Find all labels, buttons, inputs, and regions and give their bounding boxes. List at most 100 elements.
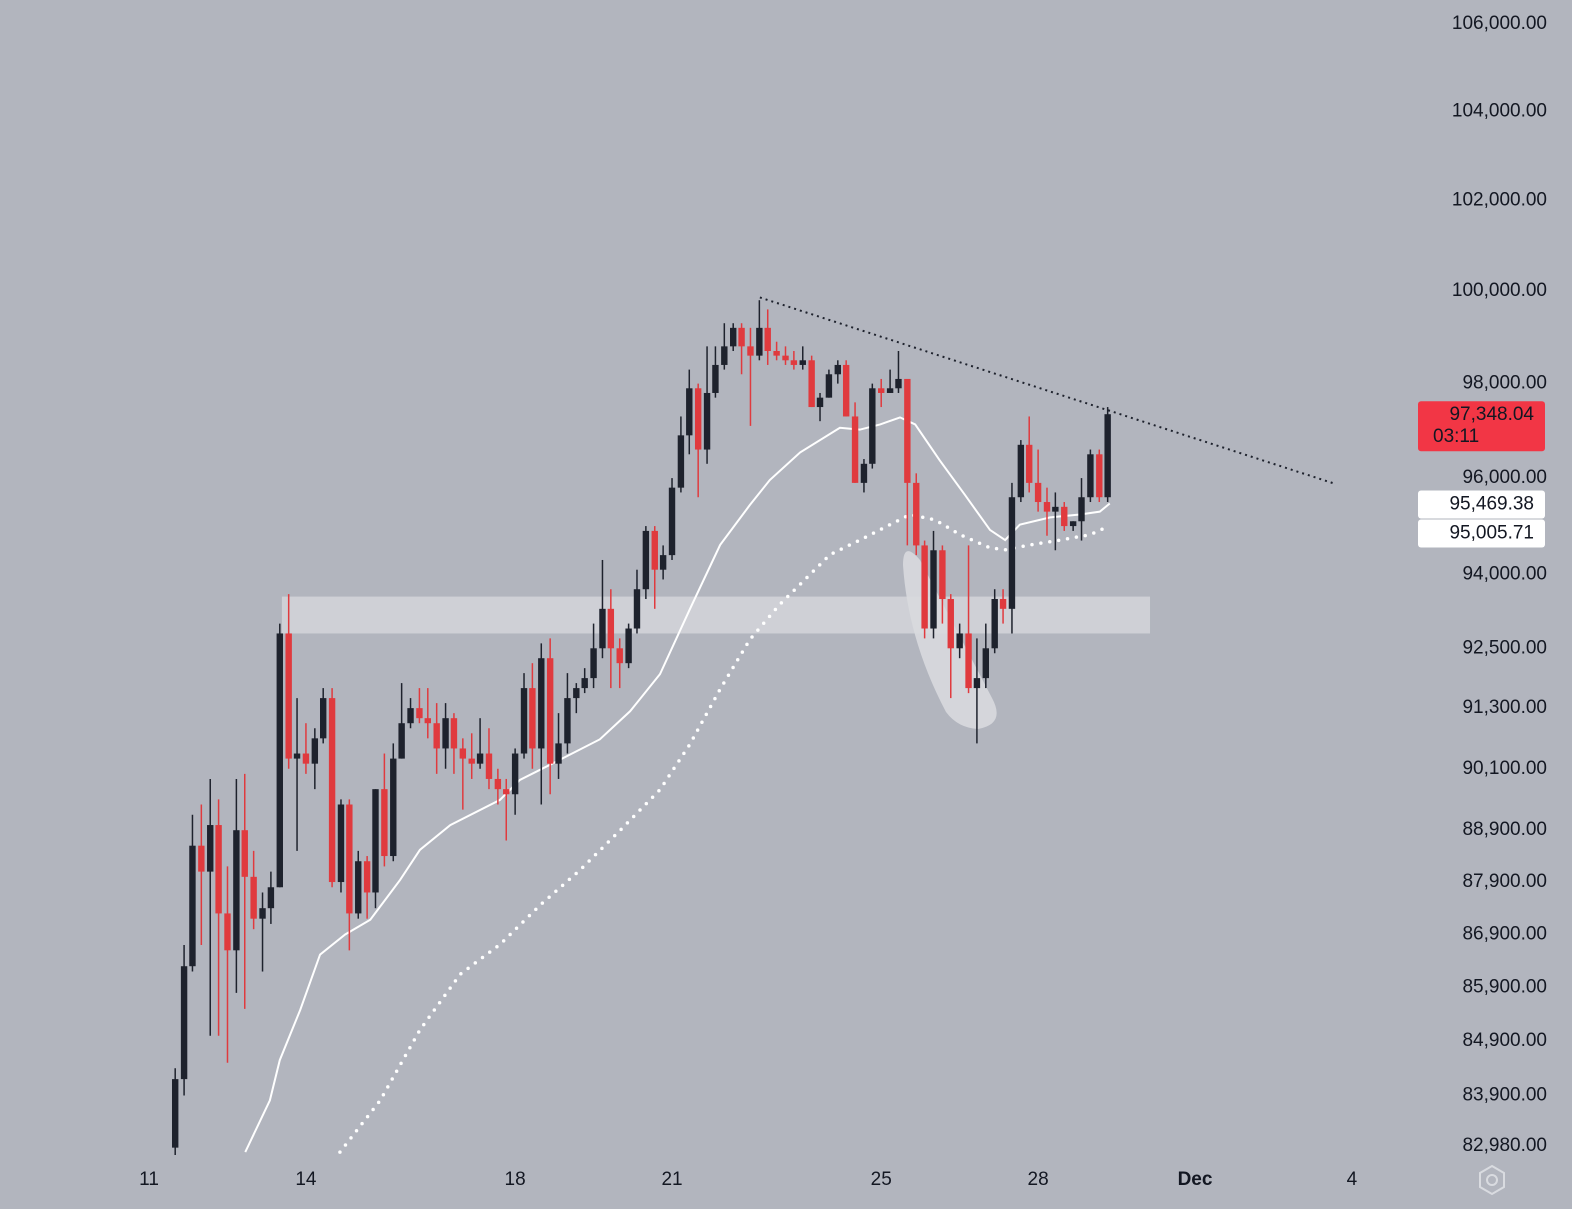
candle-body — [651, 530, 658, 570]
candle-body — [555, 743, 562, 764]
price-tag-label: 97,348.04 — [1449, 404, 1534, 425]
candle-body — [730, 327, 737, 347]
candle-body — [947, 599, 954, 649]
candle-body — [416, 708, 423, 719]
candle-body — [442, 718, 449, 749]
y-tick-label: 88,900.00 — [1462, 819, 1547, 840]
candle-body — [355, 861, 362, 914]
candle-body — [913, 482, 920, 546]
candle-body — [1043, 502, 1051, 512]
y-tick-label: 94,000.00 — [1462, 564, 1547, 585]
candle-body — [842, 364, 850, 417]
candle-body — [834, 364, 842, 375]
candle-body — [973, 678, 981, 689]
candle-body — [390, 758, 397, 857]
candle-body — [860, 463, 868, 483]
candle-body — [198, 845, 205, 872]
candle-body — [712, 364, 719, 393]
x-tick-label: 21 — [661, 1169, 682, 1190]
price-tag — [1418, 490, 1545, 519]
candle-body — [642, 530, 650, 590]
candle-body — [1096, 454, 1103, 498]
y-tick-label: 104,000.00 — [1452, 100, 1547, 121]
candle-body — [450, 718, 458, 749]
candle-body — [1052, 506, 1059, 512]
candle-body — [250, 876, 257, 919]
candle-body — [799, 360, 806, 365]
candle-body — [1017, 444, 1025, 498]
candle-body — [633, 589, 641, 629]
candle-body — [171, 1079, 179, 1148]
candle-body — [694, 388, 702, 450]
candle-body — [659, 555, 667, 570]
settings-dot[interactable] — [1486, 1174, 1498, 1186]
x-tick-label: 18 — [505, 1169, 526, 1190]
candle-body — [337, 804, 345, 883]
price-tag-countdown: 03:11 — [1433, 426, 1479, 447]
y-tick-label: 90,100.00 — [1462, 758, 1547, 779]
candle-body — [485, 753, 493, 779]
candle-body — [599, 608, 606, 649]
candle-body — [573, 688, 580, 699]
x-tick-label: Dec — [1178, 1169, 1213, 1190]
candle-body — [851, 416, 859, 483]
candle-body — [433, 723, 440, 749]
candle-body — [259, 908, 266, 919]
y-tick-label: 82,980.00 — [1462, 1135, 1547, 1156]
candle-body — [982, 648, 990, 679]
candle-body — [546, 658, 554, 764]
y-tick-label: 102,000.00 — [1452, 189, 1547, 210]
price-tag-label: 95,005.71 — [1449, 523, 1534, 544]
candle-body — [782, 355, 789, 361]
candle-body — [764, 327, 771, 351]
candle-body — [825, 374, 833, 398]
y-tick-label: 84,900.00 — [1462, 1030, 1547, 1051]
candle-body — [267, 887, 275, 909]
candle-body — [965, 633, 972, 689]
candle-body — [564, 698, 571, 744]
candle-body — [180, 966, 188, 1080]
candle-body — [459, 748, 467, 759]
candle-body — [703, 392, 711, 450]
candle-body — [930, 550, 937, 629]
candle-body — [215, 825, 222, 914]
candle-body — [1078, 497, 1085, 522]
y-tick-label: 87,900.00 — [1462, 871, 1547, 892]
candle-body — [878, 388, 885, 393]
candle-body — [747, 346, 754, 356]
candle-body — [398, 723, 405, 759]
candle-body — [816, 397, 824, 408]
price-tag — [1418, 401, 1545, 452]
candle-body — [1008, 497, 1016, 609]
candle-body — [363, 861, 371, 893]
candle-body — [319, 698, 327, 739]
settings-hexagon[interactable] — [1479, 1164, 1505, 1196]
candle-body — [311, 738, 319, 764]
candle-body — [538, 658, 545, 749]
settings-icon[interactable] — [1479, 1164, 1505, 1196]
candle-body — [581, 678, 588, 689]
x-tick-label: 4 — [1347, 1169, 1358, 1190]
candle-body — [756, 327, 763, 356]
candle-body — [293, 753, 301, 759]
y-tick-label: 92,500.00 — [1462, 637, 1547, 658]
y-tick-label: 91,300.00 — [1462, 697, 1547, 718]
candle-body — [773, 350, 780, 356]
candle-body — [276, 633, 283, 888]
candle-body — [886, 388, 894, 393]
candle-body — [468, 758, 475, 764]
x-tick-label: 11 — [139, 1169, 159, 1190]
candle-body — [494, 778, 502, 790]
candle-body — [407, 708, 414, 724]
candle-body — [529, 688, 536, 749]
candle-body — [1026, 444, 1033, 483]
price-tag — [1418, 519, 1545, 548]
candle-body — [738, 327, 745, 347]
candle-body — [372, 789, 379, 893]
moving-average-line — [244, 416, 1111, 1153]
candle-body — [721, 346, 728, 365]
candle-body — [869, 388, 876, 464]
candle-body — [224, 913, 231, 951]
candle-body — [790, 360, 798, 365]
